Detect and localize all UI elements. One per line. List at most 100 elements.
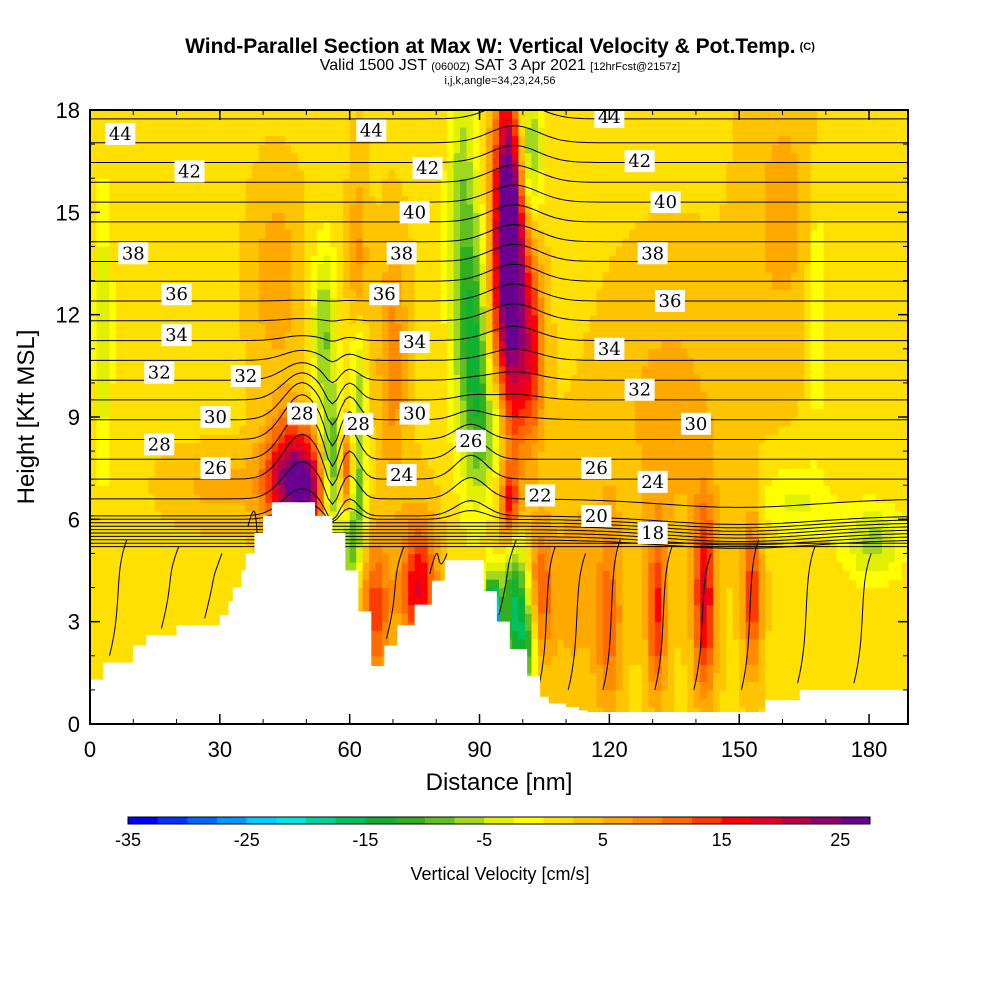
velocity-cell xyxy=(518,178,526,188)
velocity-cell xyxy=(758,527,766,537)
velocity-cell xyxy=(524,417,539,427)
velocity-cell xyxy=(90,357,98,367)
velocity-cell xyxy=(388,306,396,316)
velocity-cell xyxy=(447,195,455,205)
velocity-cell xyxy=(667,553,688,563)
velocity-cell xyxy=(687,348,805,358)
velocity-cell xyxy=(531,152,539,162)
velocity-cell xyxy=(524,647,533,657)
velocity-cell xyxy=(258,144,292,154)
colorbar-swatch xyxy=(484,817,515,824)
velocity-cell xyxy=(447,280,455,290)
velocity-cell xyxy=(310,434,318,444)
velocity-cell xyxy=(797,186,812,196)
velocity-cell xyxy=(823,468,908,478)
velocity-cell xyxy=(245,365,305,375)
velocity-cell xyxy=(797,220,812,230)
velocity-cell xyxy=(654,502,662,512)
velocity-cell xyxy=(90,596,344,606)
velocity-cell xyxy=(492,306,500,316)
velocity-cell xyxy=(499,254,520,265)
velocity-cell xyxy=(408,596,429,606)
velocity-cell xyxy=(758,570,766,580)
velocity-cell xyxy=(414,323,448,333)
velocity-cell xyxy=(414,297,442,307)
velocity-cell xyxy=(278,434,286,444)
velocity-cell xyxy=(291,263,305,273)
velocity-cell xyxy=(719,502,760,512)
velocity-cell xyxy=(479,212,487,222)
velocity-cell xyxy=(518,630,526,640)
velocity-cell xyxy=(473,314,481,324)
velocity-cell xyxy=(622,536,643,546)
velocity-cell xyxy=(654,510,662,520)
velocity-cell xyxy=(460,399,468,410)
velocity-cell xyxy=(505,127,513,137)
velocity-cell xyxy=(654,681,662,691)
contour-label-box xyxy=(654,290,685,313)
velocity-cell xyxy=(499,161,507,171)
colorbar-swatch xyxy=(128,817,159,824)
contour-label: 34 xyxy=(594,337,625,360)
velocity-cell xyxy=(661,502,675,512)
velocity-cell xyxy=(447,544,487,555)
velocity-cell xyxy=(96,451,111,461)
velocity-cell xyxy=(447,527,468,537)
velocity-cell xyxy=(414,348,448,358)
velocity-cell xyxy=(602,553,617,563)
velocity-cell xyxy=(291,280,305,290)
velocity-cell xyxy=(693,579,701,589)
velocity-cell xyxy=(479,331,487,341)
velocity-cell xyxy=(628,698,643,708)
velocity-cell xyxy=(732,621,740,631)
velocity-cell xyxy=(96,459,111,469)
velocity-cell xyxy=(466,297,474,307)
velocity-cell xyxy=(265,408,279,418)
velocity-cell xyxy=(401,391,409,401)
velocity-cell xyxy=(356,357,364,367)
velocity-cell xyxy=(434,561,442,572)
velocity-cell xyxy=(323,434,331,444)
contour-label-box xyxy=(399,330,430,353)
contour-label-text: 42 xyxy=(416,158,439,179)
velocity-cell xyxy=(336,246,344,256)
velocity-cell xyxy=(797,161,812,171)
velocity-cell xyxy=(466,527,487,537)
velocity-cell xyxy=(466,468,487,478)
velocity-cell xyxy=(492,502,500,512)
velocity-cell xyxy=(486,289,494,299)
velocity-cell xyxy=(862,536,883,546)
velocity-cell xyxy=(771,144,792,154)
contour-label-text: 38 xyxy=(641,243,664,264)
velocity-cell xyxy=(486,399,494,410)
velocity-cell xyxy=(499,382,507,393)
velocity-cell xyxy=(674,706,688,717)
velocity-cell xyxy=(193,476,253,486)
velocity-cell xyxy=(388,604,403,614)
valid-prefix: Valid 1500 JST xyxy=(319,57,427,74)
contour-label-box xyxy=(624,150,655,173)
velocity-cell xyxy=(356,553,364,563)
velocity-cell xyxy=(732,587,740,597)
velocity-cell xyxy=(505,553,513,563)
velocity-cell xyxy=(687,596,695,606)
velocity-cell xyxy=(687,510,695,520)
velocity-cell xyxy=(447,297,455,307)
velocity-cell xyxy=(330,289,338,299)
velocity-cell xyxy=(453,118,474,128)
velocity-cell xyxy=(453,451,461,461)
velocity-cell xyxy=(245,340,273,350)
velocity-cell xyxy=(291,289,305,299)
velocity-cell xyxy=(810,186,908,196)
velocity-cell xyxy=(245,417,266,427)
velocity-cell xyxy=(362,118,448,128)
velocity-cell xyxy=(252,451,260,461)
velocity-cell xyxy=(570,382,643,393)
velocity-cell xyxy=(466,186,474,196)
velocity-cell xyxy=(511,408,520,418)
velocity-cell xyxy=(109,314,117,324)
velocity-cell xyxy=(252,485,260,495)
colorbar-swatch xyxy=(217,817,248,824)
velocity-cell xyxy=(109,374,117,384)
velocity-cell xyxy=(330,229,344,239)
